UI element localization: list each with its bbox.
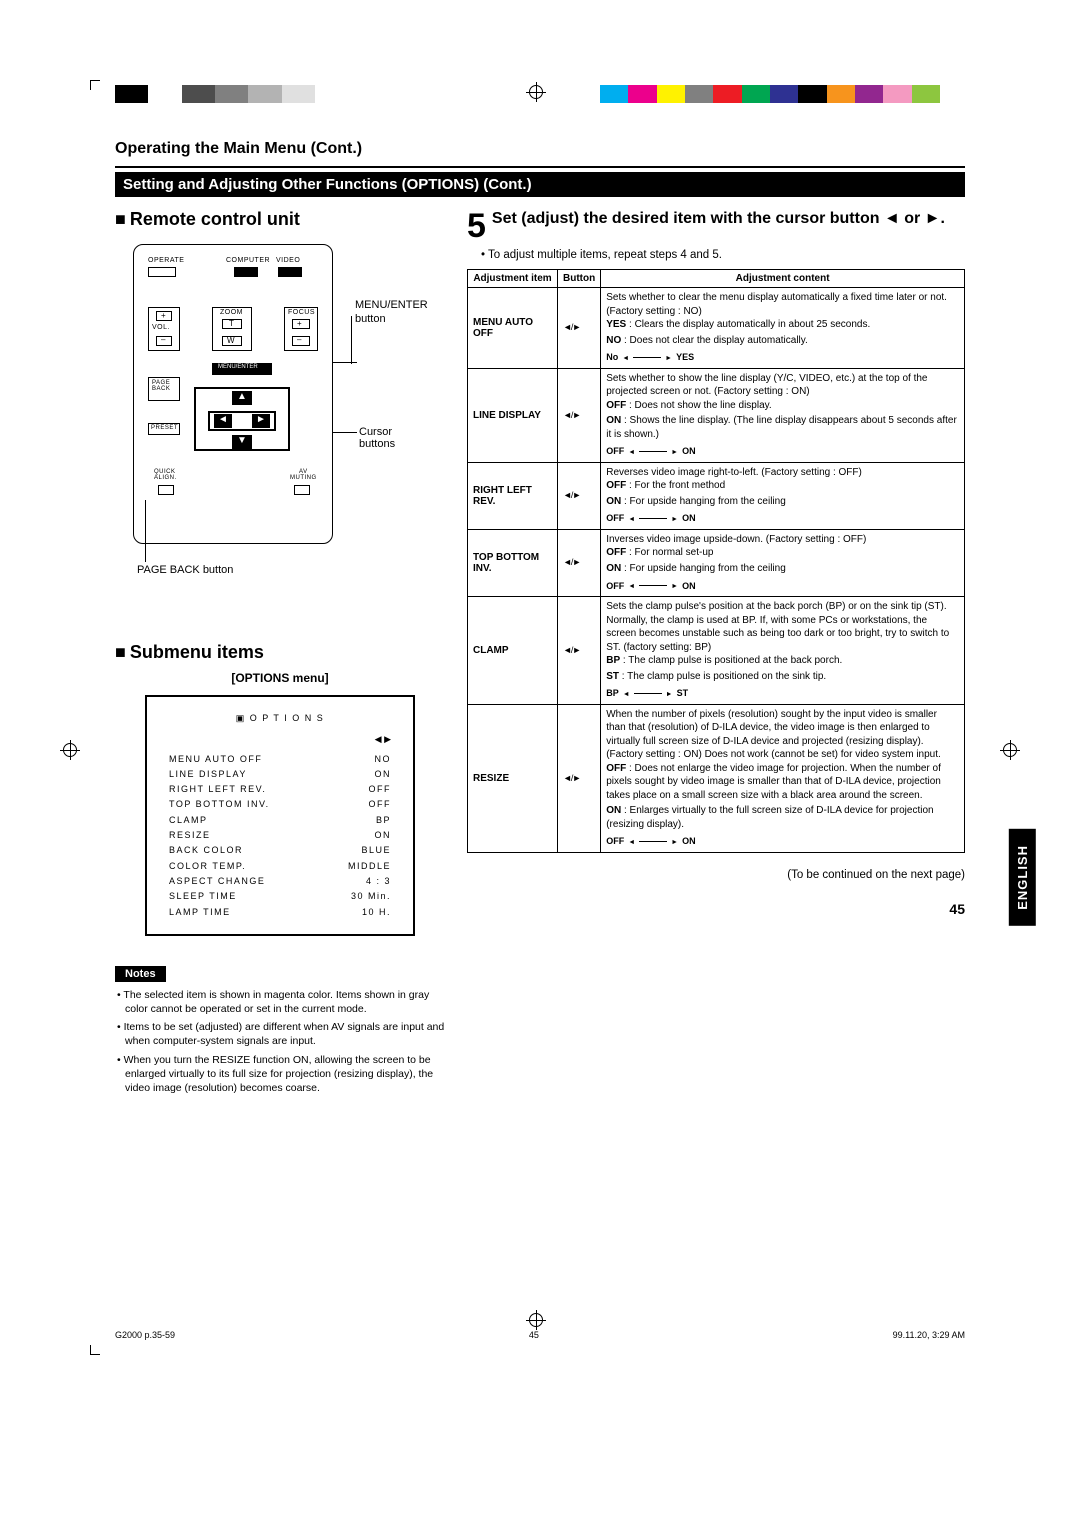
registration-mark (1000, 740, 1020, 760)
language-tab: ENGLISH (1009, 829, 1036, 926)
step-sub: • To adjust multiple items, repeat steps… (481, 249, 965, 261)
notes-badge: Notes (115, 966, 166, 982)
footer: G2000 p.35-59 45 99.11.20, 3:29 AM (115, 1330, 965, 1340)
color-bar-right (600, 85, 940, 103)
adjustment-table: Adjustment item Button Adjustment conten… (467, 269, 965, 853)
remote-diagram: OPERATE COMPUTER VIDEO VOL. + – ZOOM (115, 238, 425, 608)
section-title: Operating the Main Menu (Cont.) (115, 140, 965, 158)
page-number: 45 (467, 901, 965, 917)
crop-corner (90, 1345, 100, 1355)
options-menu-box: ▣ O P T I O N S ◀ ▶ MENU AUTO OFFNOLINE … (145, 695, 415, 936)
section-band: Setting and Adjusting Other Functions (O… (115, 172, 965, 197)
continued-note: (To be continued on the next page) (467, 869, 965, 881)
registration-mark (526, 1310, 546, 1330)
color-bar-left (115, 85, 315, 103)
registration-mark (526, 82, 546, 102)
options-menu-title: [OPTIONS menu] (115, 671, 445, 685)
step-heading: 5 Set (adjust) the desired item with the… (467, 209, 965, 243)
registration-mark (60, 740, 80, 760)
crop-corner (90, 80, 100, 90)
submenu-heading: ■Submenu items (115, 642, 445, 663)
remote-heading: ■Remote control unit (115, 209, 445, 230)
notes-list: • The selected item is shown in magenta … (115, 988, 445, 1095)
